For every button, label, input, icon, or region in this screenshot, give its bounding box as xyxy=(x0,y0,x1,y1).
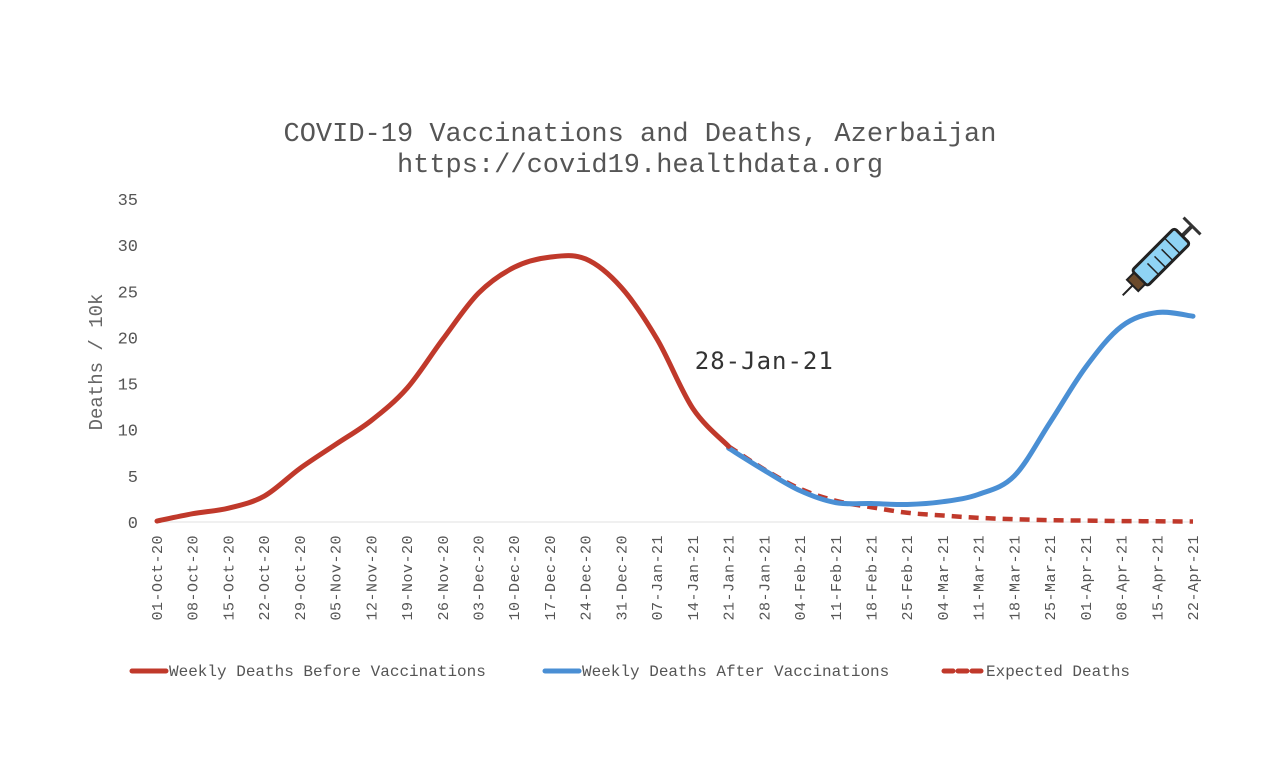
y-tick-label: 10 xyxy=(118,423,138,442)
x-tick-label: 17-Dec-20 xyxy=(543,535,560,621)
x-tick-label: 22-Oct-20 xyxy=(257,535,274,621)
x-tick-label: 29-Oct-20 xyxy=(293,535,310,621)
x-tick-label: 26-Nov-20 xyxy=(436,535,453,621)
x-tick-label: 15-Oct-20 xyxy=(221,535,238,621)
x-tick-label: 01-Oct-20 xyxy=(150,535,167,621)
legend-item-expected: Expected Deaths xyxy=(941,663,1130,681)
legend-item-before: Weekly Deaths Before Vaccinations xyxy=(129,663,486,681)
x-tick-label: 10-Dec-20 xyxy=(507,535,524,621)
series-line-0 xyxy=(154,253,732,524)
y-axis-label: Deaths / 10k xyxy=(86,294,108,431)
syringe-icon xyxy=(1122,216,1202,296)
y-tick-label: 25 xyxy=(118,284,138,303)
legend-label-expected: Expected Deaths xyxy=(986,663,1130,681)
legend-label-before: Weekly Deaths Before Vaccinations xyxy=(169,663,486,681)
x-tick-label: 03-Dec-20 xyxy=(472,535,489,621)
x-tick-label: 24-Dec-20 xyxy=(579,535,596,621)
x-tick-label: 11-Feb-21 xyxy=(829,535,846,621)
x-tick-label: 08-Apr-21 xyxy=(1115,535,1132,621)
legend-label-after: Weekly Deaths After Vaccinations xyxy=(582,663,889,681)
legend: Weekly Deaths Before Vaccinations Weekly… xyxy=(129,663,1130,681)
x-tick-label: 07-Jan-21 xyxy=(650,535,667,621)
x-tick-label: 21-Jan-21 xyxy=(722,535,739,621)
y-tick-label: 30 xyxy=(118,238,138,257)
series-line-1 xyxy=(726,309,1196,508)
x-tick-label: 01-Apr-21 xyxy=(1079,535,1096,621)
x-tick-label: 05-Nov-20 xyxy=(329,535,346,621)
x-tick-label: 12-Nov-20 xyxy=(364,535,381,621)
chart-subtitle: https://covid19.healthdata.org xyxy=(397,151,883,181)
x-tick-label: 18-Mar-21 xyxy=(1007,535,1024,621)
x-tick-label: 14-Jan-21 xyxy=(686,535,703,621)
y-axis-ticks: 0 5 10 15 20 25 30 35 xyxy=(118,192,138,534)
x-tick-label: 25-Feb-21 xyxy=(900,535,917,621)
x-tick-label: 22-Apr-21 xyxy=(1186,535,1203,621)
x-tick-label: 19-Nov-20 xyxy=(400,535,417,621)
chart-title: COVID-19 Vaccinations and Deaths, Azerba… xyxy=(284,120,997,150)
x-tick-label: 28-Jan-21 xyxy=(757,535,774,621)
x-tick-label: 04-Feb-21 xyxy=(793,535,810,621)
y-tick-label: 20 xyxy=(118,330,138,349)
series-line-2 xyxy=(727,444,1194,524)
series-layer xyxy=(154,253,1196,524)
y-tick-label: 35 xyxy=(118,192,138,211)
x-tick-label: 08-Oct-20 xyxy=(186,535,203,621)
x-tick-label: 15-Apr-21 xyxy=(1150,535,1167,621)
y-tick-label: 15 xyxy=(118,377,138,396)
x-tick-label: 11-Mar-21 xyxy=(972,535,989,621)
y-tick-label: 5 xyxy=(128,469,138,488)
y-tick-label: 0 xyxy=(128,515,138,534)
legend-item-after: Weekly Deaths After Vaccinations xyxy=(542,663,889,681)
x-tick-label: 31-Dec-20 xyxy=(614,535,631,621)
x-tick-label: 04-Mar-21 xyxy=(936,535,953,621)
x-tick-label: 18-Feb-21 xyxy=(864,535,881,621)
annotations: 28-Jan-21 xyxy=(695,347,834,375)
annotation-label: 28-Jan-21 xyxy=(695,347,834,375)
x-tick-label: 25-Mar-21 xyxy=(1043,535,1060,621)
x-axis-ticks: 01-Oct-20 08-Oct-20 15-Oct-20 22-Oct-20 29-O… xyxy=(150,535,1203,621)
